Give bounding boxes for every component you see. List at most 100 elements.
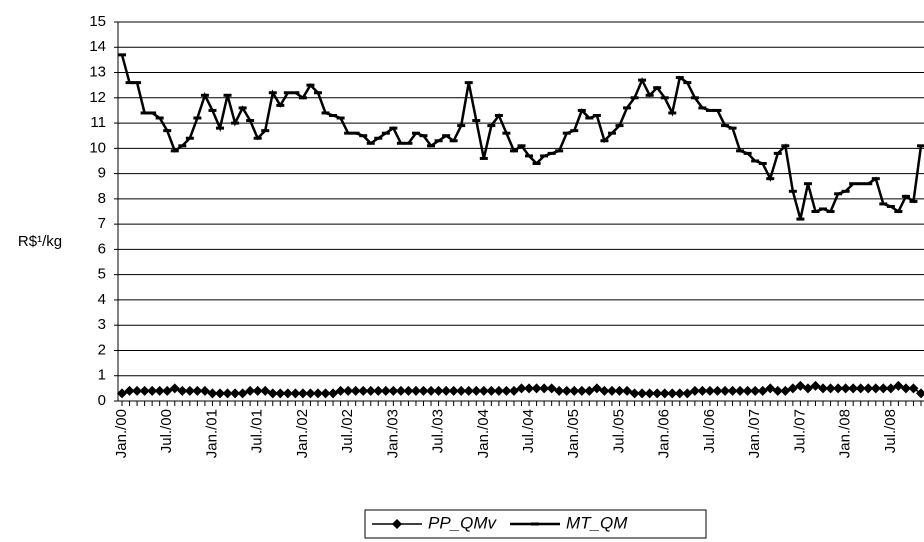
point-marker bbox=[192, 385, 203, 396]
point-marker bbox=[448, 385, 459, 396]
point-marker bbox=[644, 388, 655, 399]
point-marker bbox=[554, 385, 565, 396]
point-marker bbox=[750, 385, 761, 396]
x-tick-label: Jul./05 bbox=[610, 409, 627, 453]
point-marker bbox=[237, 388, 248, 399]
y-tick-label: 14 bbox=[89, 38, 106, 55]
point-marker bbox=[772, 385, 783, 396]
y-tick-label: 7 bbox=[98, 215, 106, 232]
y-tick-label: 13 bbox=[89, 64, 106, 81]
point-marker bbox=[312, 388, 323, 399]
point-marker bbox=[297, 388, 308, 399]
point-marker bbox=[501, 385, 512, 396]
y-tick-label: 2 bbox=[98, 341, 106, 358]
point-marker bbox=[908, 383, 919, 394]
point-marker bbox=[780, 385, 791, 396]
point-marker bbox=[320, 388, 331, 399]
point-marker bbox=[870, 383, 881, 394]
point-marker bbox=[878, 383, 889, 394]
point-marker bbox=[403, 385, 414, 396]
point-marker bbox=[117, 388, 127, 399]
point-marker bbox=[290, 388, 301, 399]
y-tick-label: 4 bbox=[98, 291, 106, 308]
point-marker bbox=[825, 383, 836, 394]
point-marker bbox=[516, 383, 527, 394]
point-marker bbox=[358, 385, 369, 396]
point-marker bbox=[463, 385, 474, 396]
series-line bbox=[120, 54, 923, 220]
point-marker bbox=[546, 383, 557, 394]
point-marker bbox=[395, 385, 406, 396]
point-marker bbox=[855, 383, 866, 394]
point-marker bbox=[848, 383, 859, 394]
point-marker bbox=[132, 385, 143, 396]
y-tick-label: 9 bbox=[98, 165, 106, 182]
point-marker bbox=[245, 385, 256, 396]
x-tick-label: Jul./03 bbox=[430, 409, 447, 453]
point-marker bbox=[305, 388, 316, 399]
x-tick-label: Jan./01 bbox=[203, 409, 220, 458]
point-marker bbox=[674, 388, 685, 399]
point-marker bbox=[818, 383, 829, 394]
point-marker bbox=[350, 385, 361, 396]
x-tick-label: Jan./05 bbox=[565, 409, 582, 458]
point-marker bbox=[863, 383, 874, 394]
x-tick-label: Jul./04 bbox=[520, 409, 537, 453]
point-marker bbox=[441, 385, 452, 396]
point-marker bbox=[795, 380, 806, 391]
point-marker bbox=[840, 383, 851, 394]
legend-label: PP_QMv bbox=[428, 513, 498, 532]
point-marker bbox=[373, 385, 384, 396]
legend-label: MT_QM bbox=[566, 513, 628, 532]
point-marker bbox=[539, 383, 550, 394]
x-tick-label: Jul./08 bbox=[882, 409, 899, 453]
point-marker bbox=[493, 385, 504, 396]
y-axis-label: R$¹/kg bbox=[18, 233, 62, 250]
point-marker bbox=[147, 385, 158, 396]
x-tick-label: Jan./07 bbox=[746, 409, 763, 458]
x-tick-label: Jul./07 bbox=[791, 409, 808, 453]
x-tick-label: Jul./06 bbox=[701, 409, 718, 453]
y-tick-label: 8 bbox=[98, 190, 106, 207]
x-tick-label: Jul./01 bbox=[249, 409, 266, 453]
y-tick-label: 12 bbox=[89, 89, 106, 106]
point-marker bbox=[139, 385, 150, 396]
point-marker bbox=[343, 385, 354, 396]
point-marker bbox=[599, 385, 610, 396]
point-marker bbox=[154, 385, 165, 396]
point-marker bbox=[742, 385, 753, 396]
point-marker bbox=[471, 385, 482, 396]
point-marker bbox=[622, 385, 633, 396]
x-tick-label: Jan./06 bbox=[656, 409, 673, 458]
point-marker bbox=[478, 385, 489, 396]
point-marker bbox=[591, 383, 602, 394]
point-marker bbox=[900, 383, 911, 394]
point-marker bbox=[260, 385, 271, 396]
point-marker bbox=[282, 388, 293, 399]
point-marker bbox=[456, 385, 467, 396]
y-tick-label: 5 bbox=[98, 266, 106, 283]
point-marker bbox=[207, 388, 218, 399]
point-marker bbox=[328, 388, 339, 399]
point-marker bbox=[124, 385, 135, 396]
x-tick-label: Jan./03 bbox=[384, 409, 401, 458]
point-marker bbox=[757, 385, 768, 396]
x-tick-label: Jan./00 bbox=[113, 409, 130, 458]
point-marker bbox=[184, 385, 195, 396]
point-marker bbox=[275, 388, 286, 399]
x-tick-label: Jan./04 bbox=[475, 409, 492, 458]
point-marker bbox=[508, 385, 519, 396]
x-tick-label: Jul./02 bbox=[339, 409, 356, 453]
point-marker bbox=[727, 385, 738, 396]
point-marker bbox=[177, 385, 188, 396]
point-marker bbox=[885, 383, 896, 394]
point-marker bbox=[418, 385, 429, 396]
y-tick-label: 3 bbox=[98, 316, 106, 333]
point-marker bbox=[659, 388, 670, 399]
point-marker bbox=[614, 385, 625, 396]
point-marker bbox=[199, 385, 210, 396]
point-marker bbox=[629, 388, 640, 399]
point-marker bbox=[712, 385, 723, 396]
point-marker bbox=[689, 385, 700, 396]
